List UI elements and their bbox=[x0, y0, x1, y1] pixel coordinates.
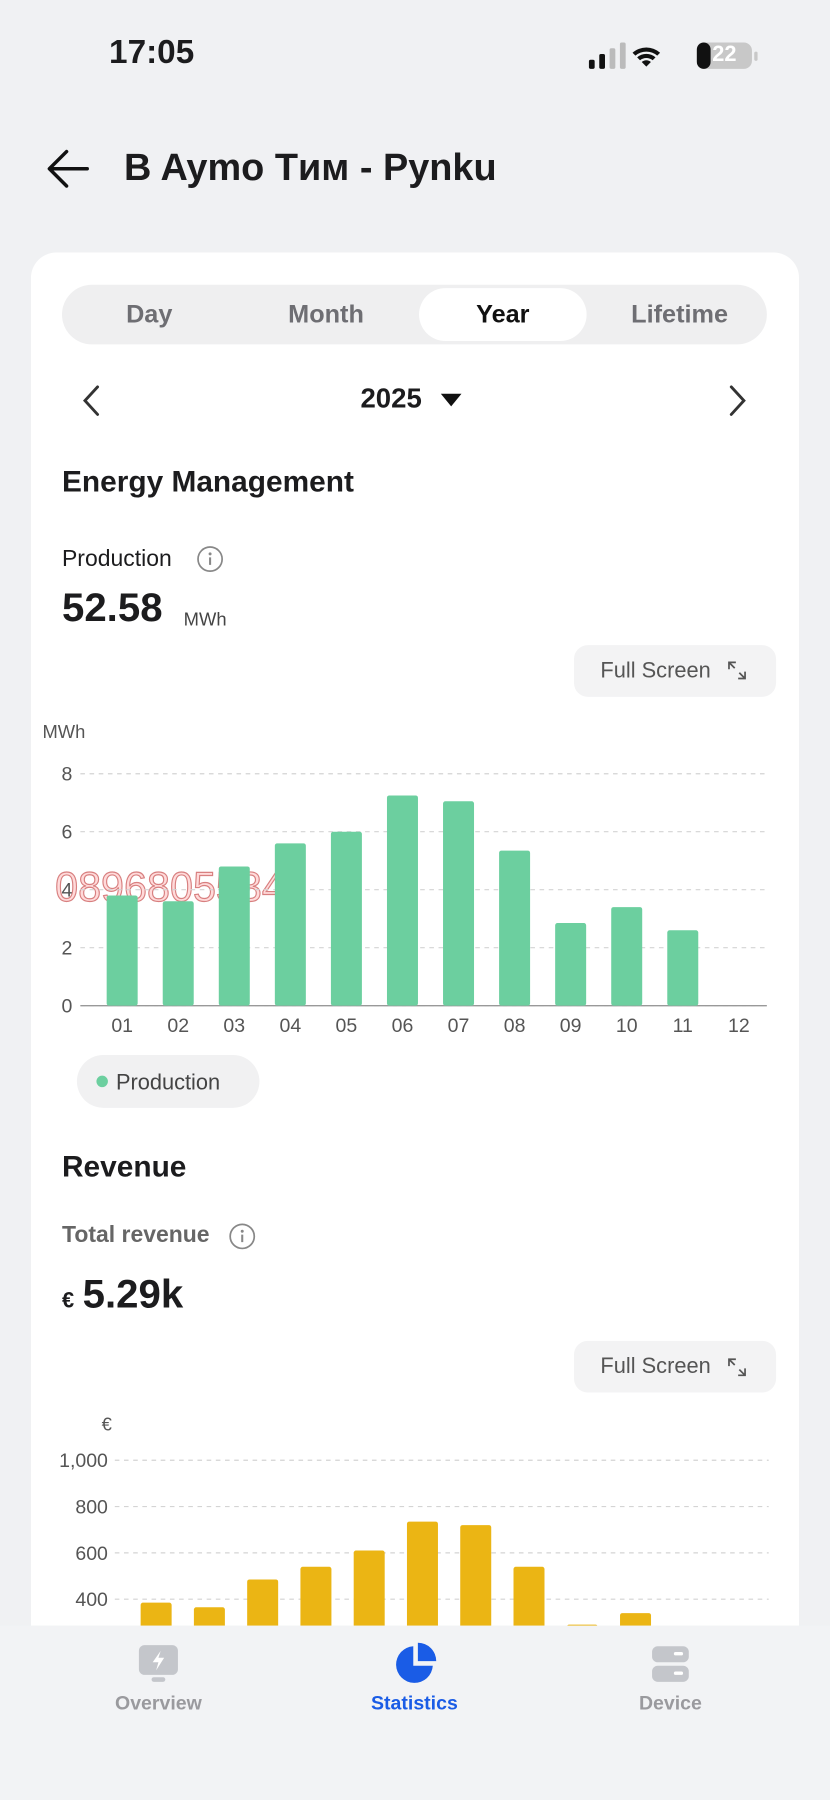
x-tick-label: 09 bbox=[560, 1015, 582, 1037]
nav-statistics[interactable]: Statistics bbox=[300, 1626, 530, 1800]
y-tick-label: 6 bbox=[61, 822, 72, 844]
expand-icon bbox=[728, 1358, 746, 1377]
nav-device[interactable]: Device bbox=[556, 1626, 786, 1800]
nav-label: Overview bbox=[115, 1692, 202, 1714]
period-picker[interactable]: 2025 bbox=[360, 383, 422, 415]
bar bbox=[499, 850, 531, 1006]
bottom-nav: Overview Statistics Device bbox=[0, 1625, 830, 1800]
x-tick-label: 05 bbox=[336, 1015, 358, 1037]
x-tick-label: 08 bbox=[504, 1015, 526, 1037]
prev-period[interactable] bbox=[78, 383, 106, 417]
metric-label: Total revenue bbox=[61, 1222, 210, 1248]
back-button[interactable] bbox=[46, 147, 92, 191]
y-tick-label: 8 bbox=[61, 764, 72, 786]
nav-icon bbox=[396, 1642, 437, 1683]
legend-swatch bbox=[96, 1075, 108, 1088]
button-label: Full Screen bbox=[600, 1354, 711, 1379]
next-period[interactable] bbox=[723, 383, 751, 417]
metric-value: 5.29k bbox=[82, 1271, 184, 1317]
bar bbox=[555, 923, 587, 1006]
info-icon[interactable] bbox=[228, 1223, 256, 1251]
bar bbox=[386, 795, 418, 1006]
period-tabs: Day Month Year Lifetime bbox=[61, 284, 767, 345]
bar bbox=[667, 930, 699, 1006]
y-tick-label: 4 bbox=[61, 880, 72, 902]
full-screen-button[interactable]: Full Screen bbox=[574, 645, 777, 697]
nav-overview[interactable]: Overview bbox=[44, 1626, 274, 1800]
legend-label: Production bbox=[116, 1069, 220, 1094]
metric-value: 52.58 bbox=[61, 585, 163, 631]
metric-label: Production bbox=[61, 546, 172, 572]
button-label: Full Screen bbox=[600, 658, 711, 684]
y-tick-label: 2 bbox=[61, 938, 72, 960]
x-tick-label: 12 bbox=[728, 1015, 750, 1037]
y-tick-label: 600 bbox=[75, 1543, 108, 1565]
y-tick-label: 1,000 bbox=[59, 1450, 108, 1472]
status-icons bbox=[588, 42, 758, 69]
section-title: Energy Management bbox=[61, 463, 354, 499]
period-tab[interactable]: Lifetime bbox=[631, 299, 729, 329]
battery-level: 22 bbox=[712, 42, 737, 67]
period-tab[interactable]: Month bbox=[288, 299, 364, 329]
nav-icon bbox=[138, 1645, 178, 1682]
status-time: 17:05 bbox=[109, 34, 195, 72]
info-icon[interactable] bbox=[196, 545, 224, 573]
x-tick-label: 07 bbox=[448, 1015, 470, 1037]
bar bbox=[218, 866, 250, 1006]
section-title: Revenue bbox=[61, 1149, 187, 1184]
full-screen-button[interactable]: Full Screen bbox=[574, 1340, 777, 1393]
y-axis-unit: € bbox=[102, 1413, 112, 1434]
nav-icon bbox=[652, 1646, 689, 1682]
bar bbox=[611, 907, 643, 1006]
y-tick-label: 800 bbox=[75, 1496, 108, 1518]
period-tab[interactable]: Day bbox=[126, 299, 173, 329]
period-tab[interactable]: Year bbox=[419, 288, 587, 341]
page-title: B Aymo Tим - Pynku bbox=[123, 145, 497, 189]
x-tick-label: 03 bbox=[223, 1015, 245, 1037]
bar bbox=[330, 831, 362, 1006]
nav-label: Statistics bbox=[371, 1692, 458, 1714]
x-tick-label: 06 bbox=[392, 1015, 414, 1037]
x-tick-label: 04 bbox=[279, 1015, 301, 1037]
metric-unit: MWh bbox=[183, 610, 227, 631]
x-tick-label: 01 bbox=[111, 1015, 133, 1037]
bar bbox=[443, 801, 475, 1006]
x-tick-label: 02 bbox=[167, 1015, 189, 1037]
y-tick-label: 0 bbox=[61, 996, 72, 1018]
expand-icon bbox=[728, 661, 746, 680]
bar bbox=[106, 895, 138, 1006]
y-tick-label: 400 bbox=[75, 1589, 108, 1611]
bar bbox=[274, 843, 306, 1006]
x-tick-label: 11 bbox=[673, 1015, 693, 1037]
nav-label: Device bbox=[638, 1692, 702, 1714]
y-axis-unit: MWh bbox=[42, 721, 85, 742]
period-dropdown[interactable] bbox=[439, 390, 464, 408]
x-tick-label: 10 bbox=[616, 1015, 638, 1037]
currency-symbol: € bbox=[61, 1289, 75, 1314]
bar bbox=[162, 901, 194, 1006]
